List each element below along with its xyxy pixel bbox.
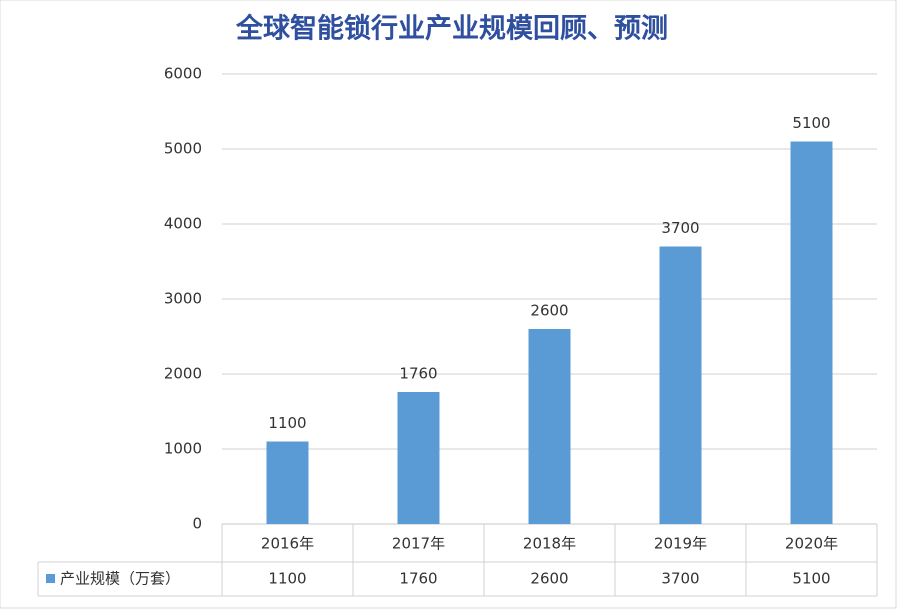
table-value: 1760 bbox=[399, 570, 437, 588]
data-label: 1760 bbox=[399, 365, 437, 383]
data-label: 2600 bbox=[530, 302, 568, 320]
y-tick-label: 6000 bbox=[164, 65, 202, 83]
data-label: 1100 bbox=[268, 414, 306, 432]
y-tick-label: 1000 bbox=[164, 440, 202, 458]
x-tick-label: 2017年 bbox=[392, 535, 445, 553]
y-tick-label: 0 bbox=[192, 515, 202, 533]
y-tick-label: 3000 bbox=[164, 290, 202, 308]
bar bbox=[790, 141, 833, 524]
chart-title: 全球智能锁行业产业规模回顾、预测 bbox=[235, 13, 668, 45]
table-value: 1100 bbox=[268, 570, 306, 588]
data-label: 5100 bbox=[792, 114, 830, 132]
y-tick-label: 2000 bbox=[164, 365, 202, 383]
bar bbox=[528, 329, 571, 524]
legend-swatch bbox=[46, 574, 55, 583]
table-value: 2600 bbox=[530, 570, 568, 588]
x-tick-label: 2019年 bbox=[654, 535, 707, 553]
data-label: 3700 bbox=[661, 219, 699, 237]
x-tick-label: 2016年 bbox=[261, 535, 314, 553]
table-value: 3700 bbox=[661, 570, 699, 588]
legend-label: 产业规模（万套） bbox=[60, 570, 180, 588]
bar bbox=[266, 441, 309, 524]
y-tick-label: 4000 bbox=[164, 215, 202, 233]
x-tick-label: 2018年 bbox=[523, 535, 576, 553]
bar bbox=[397, 392, 440, 524]
table-value: 5100 bbox=[792, 570, 830, 588]
y-tick-label: 5000 bbox=[164, 140, 202, 158]
bar bbox=[659, 246, 702, 524]
x-tick-label: 2020年 bbox=[785, 535, 838, 553]
